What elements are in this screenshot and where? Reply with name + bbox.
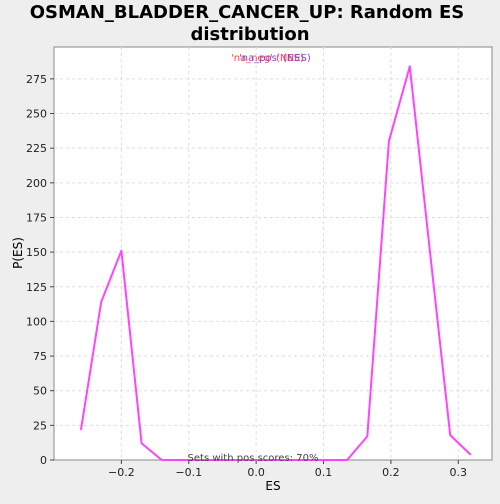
- data-point: [120, 249, 123, 252]
- x-axis-label: ES: [265, 479, 280, 493]
- legend-item-neg: 'na_neg' (NES): [231, 53, 304, 64]
- y-tick-label: 100: [26, 315, 47, 328]
- grid-lines: [54, 47, 492, 460]
- y-tick-label: 50: [33, 385, 47, 398]
- y-tick-label: 250: [26, 108, 47, 121]
- x-tick-label: 0.0: [247, 466, 265, 479]
- x-tick-label: −0.1: [175, 466, 202, 479]
- data-point: [322, 459, 325, 461]
- x-tick-label: 0.2: [382, 466, 400, 479]
- y-axis-label: P(ES): [11, 237, 25, 269]
- y-tick-label: 75: [33, 350, 47, 363]
- data-point: [100, 301, 102, 303]
- data-point: [366, 435, 369, 438]
- y-tick-label: 0: [40, 454, 47, 467]
- data-point: [282, 459, 284, 461]
- y-tick-label: 200: [26, 177, 47, 190]
- series-layer: [80, 65, 472, 461]
- data-point: [302, 459, 305, 461]
- x-tick-label: 0.3: [450, 466, 468, 479]
- chart-title-line-2: distribution: [190, 24, 309, 45]
- data-point: [221, 459, 224, 461]
- data-point: [80, 428, 82, 431]
- data-point: [140, 442, 143, 445]
- data-point: [388, 140, 390, 143]
- y-tick-label: 25: [33, 419, 47, 432]
- data-point: [262, 459, 264, 461]
- axes: 0 25 50 75 100 125 150 175 200 225 250 275 −0.2 −0.1 0…: [26, 73, 467, 479]
- y-tick-label: 275: [26, 73, 47, 86]
- y-tick-label: 175: [26, 211, 47, 224]
- y-tick-label: 225: [26, 142, 47, 155]
- x-tick-label: −0.2: [108, 466, 135, 479]
- y-tick-label: 150: [26, 246, 47, 259]
- data-point: [346, 459, 348, 461]
- data-point: [408, 65, 411, 68]
- data-point: [469, 453, 472, 456]
- legend-item-pos: 'na_pos' (NES): [239, 53, 311, 64]
- chart-title-line-1: OSMAN_BLADDER_CANCER_UP: Random ES: [30, 2, 465, 23]
- y-tick-label: 125: [26, 281, 47, 294]
- es-distribution-line: [80, 65, 472, 461]
- data-point: [429, 251, 431, 253]
- data-point: [449, 434, 452, 436]
- pos-scores-annotation: Sets with pos scores: 70%: [188, 453, 319, 464]
- data-point: [201, 459, 204, 461]
- data-point: [181, 459, 183, 461]
- data-point: [161, 459, 163, 461]
- data-point: [241, 459, 244, 461]
- x-tick-label: 0.1: [315, 466, 333, 479]
